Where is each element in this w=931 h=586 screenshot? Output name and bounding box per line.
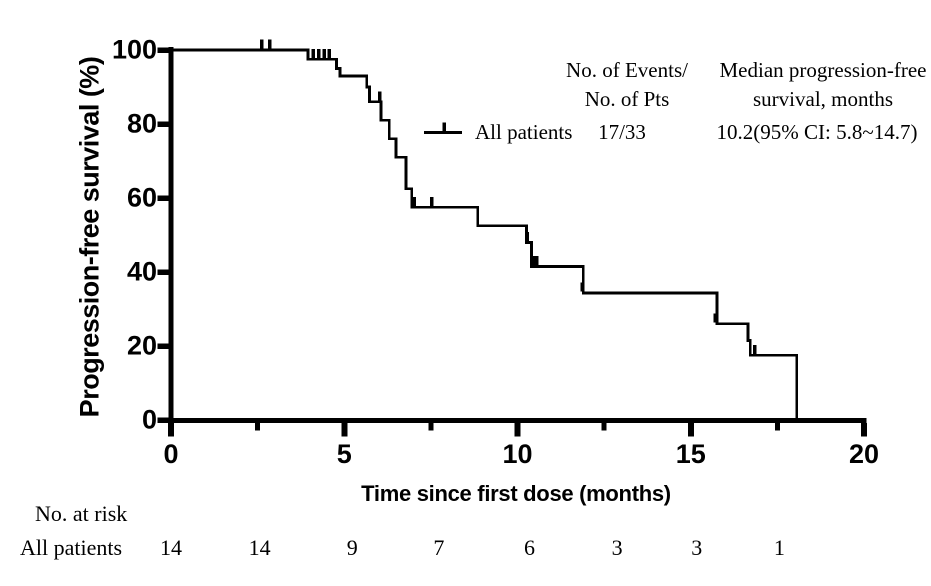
axes [168,47,867,423]
x-tick-label: 10 [502,439,533,469]
x-axis-ticks [168,423,867,437]
legend-header-median: Median progression-free survival, months [719,56,926,114]
censor-marks [260,39,757,354]
at-risk-count: 1 [773,535,785,560]
y-tick-label: 40 [126,256,157,287]
x-tick-label: 0 [163,439,179,469]
at-risk-count: 6 [524,535,535,560]
legend-header-events-line2: No. of Pts [584,87,670,111]
legend-header-events-line1: No. of Events/ [566,58,688,82]
at-risk-count: 14 [248,535,271,560]
legend-median-value: 10.2(95% CI: 5.8~14.7) [716,120,918,144]
at-risk-count: 3 [691,535,703,560]
legend-header-median-line2: survival, months [752,87,893,111]
legend-header-events: No. of Events/ No. of Pts [566,56,688,114]
at-risk-count: 9 [346,535,358,560]
x-tick-label: 5 [336,439,352,469]
survival-curve-all-patients [171,48,799,419]
y-tick-label: 80 [126,108,157,139]
at-risk-count: 3 [611,535,623,560]
at-risk-count: 7 [433,535,445,560]
x-tick-label: 20 [848,439,880,469]
x-axis-title: Time since first dose (months) [361,481,671,506]
y-tick-label: 0 [141,404,157,435]
y-axis-ticks [157,47,169,423]
legend-events-value: 17/33 [598,120,646,144]
at-risk-row-label: All patients [20,535,123,560]
x-tick-label: 15 [675,439,706,469]
at-risk-section-label: No. at risk [35,501,128,526]
legend-header-median-line1: Median progression-free [719,58,927,82]
legend-entry-all-patients: All patients [475,120,573,144]
y-axis-tick-labels: 100 80 60 40 20 0 [0,0,157,586]
legend-km-marker [424,122,462,134]
y-tick-label: 20 [126,330,157,361]
y-tick-label: 60 [126,182,157,213]
y-tick-label: 100 [111,34,157,65]
at-risk-count: 14 [160,535,182,560]
km-step-line [171,48,799,419]
